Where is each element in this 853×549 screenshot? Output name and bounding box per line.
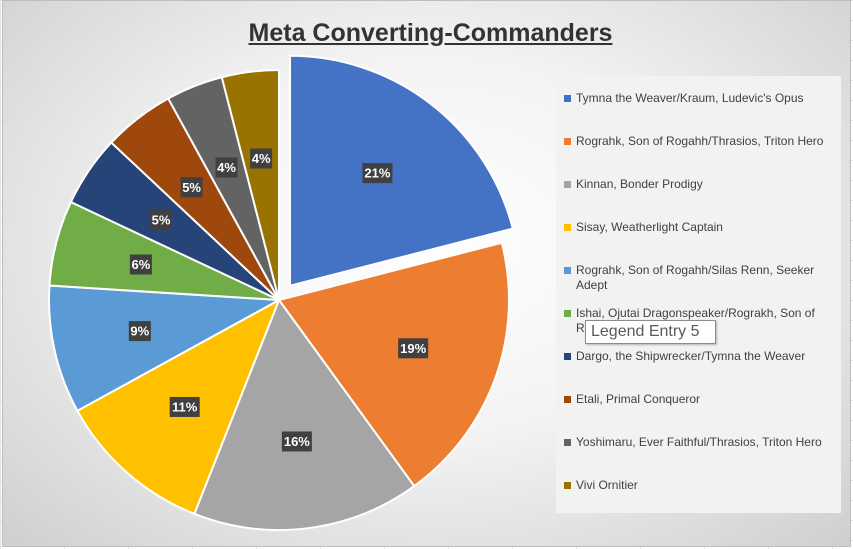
- legend-swatch: [564, 95, 571, 102]
- svg-text:5%: 5%: [152, 212, 171, 227]
- data-label: 9%: [128, 321, 151, 342]
- pie-slice[interactable]: [289, 54, 515, 288]
- legend-label: Vivi Ornitier: [576, 478, 638, 492]
- legend-label: Etali, Primal Conqueror: [576, 392, 701, 406]
- svg-text:6%: 6%: [131, 257, 150, 272]
- legend-swatch: [564, 224, 571, 231]
- legend-swatch: [564, 482, 571, 489]
- svg-text:19%: 19%: [400, 341, 426, 356]
- legend-label: Dargo, the Shipwrecker/Tymna the Weaver: [576, 349, 806, 363]
- svg-text:5%: 5%: [182, 180, 201, 195]
- legend-swatch: [564, 310, 571, 317]
- svg-text:9%: 9%: [130, 324, 149, 339]
- legend-swatch: [564, 138, 571, 145]
- data-label: 19%: [398, 338, 429, 359]
- pie-slice[interactable]: [277, 241, 510, 488]
- chart-title[interactable]: Meta Converting-Commanders: [248, 19, 613, 47]
- legend-swatch: [564, 353, 571, 360]
- svg-text:4%: 4%: [252, 151, 271, 166]
- data-label: 4%: [215, 157, 238, 178]
- legend-label: Rograhk, Son of Rogahh/Thrasios, Triton …: [576, 134, 824, 148]
- legend-swatch: [564, 396, 571, 403]
- legend-label: Sisay, Weatherlight Captain: [576, 220, 723, 234]
- data-label: 5%: [180, 177, 203, 198]
- legend-swatch: [564, 267, 571, 274]
- data-label: 5%: [150, 209, 173, 230]
- svg-text:11%: 11%: [172, 399, 198, 414]
- legend-label: Tymna the Weaver/Kraum, Ludevic's Opus: [576, 91, 804, 105]
- data-label: 16%: [281, 431, 312, 452]
- svg-text:21%: 21%: [364, 166, 390, 181]
- legend[interactable]: Tymna the Weaver/Kraum, Ludevic's Opus Ro…: [556, 76, 841, 513]
- pie-slice[interactable]: [48, 284, 283, 413]
- legend-swatch: [564, 439, 571, 446]
- data-label: 6%: [129, 254, 152, 275]
- svg-text:16%: 16%: [284, 434, 310, 449]
- pie-slice[interactable]: [193, 297, 416, 531]
- data-label: 11%: [169, 396, 200, 417]
- pie-slice[interactable]: [220, 68, 280, 301]
- data-label: 4%: [250, 148, 273, 169]
- data-label: 21%: [362, 163, 393, 184]
- legend-label: Rograhk, Son of Rogahh/Silas Renn, Seeke…: [576, 263, 815, 292]
- legend-label: Kinnan, Bonder Prodigy: [576, 177, 703, 191]
- legend-swatch: [564, 181, 571, 188]
- legend-label: Yoshimaru, Ever Faithful/Thrasios, Trito…: [576, 435, 822, 449]
- tooltip: Legend Entry 5: [585, 320, 716, 344]
- svg-text:4%: 4%: [217, 160, 236, 175]
